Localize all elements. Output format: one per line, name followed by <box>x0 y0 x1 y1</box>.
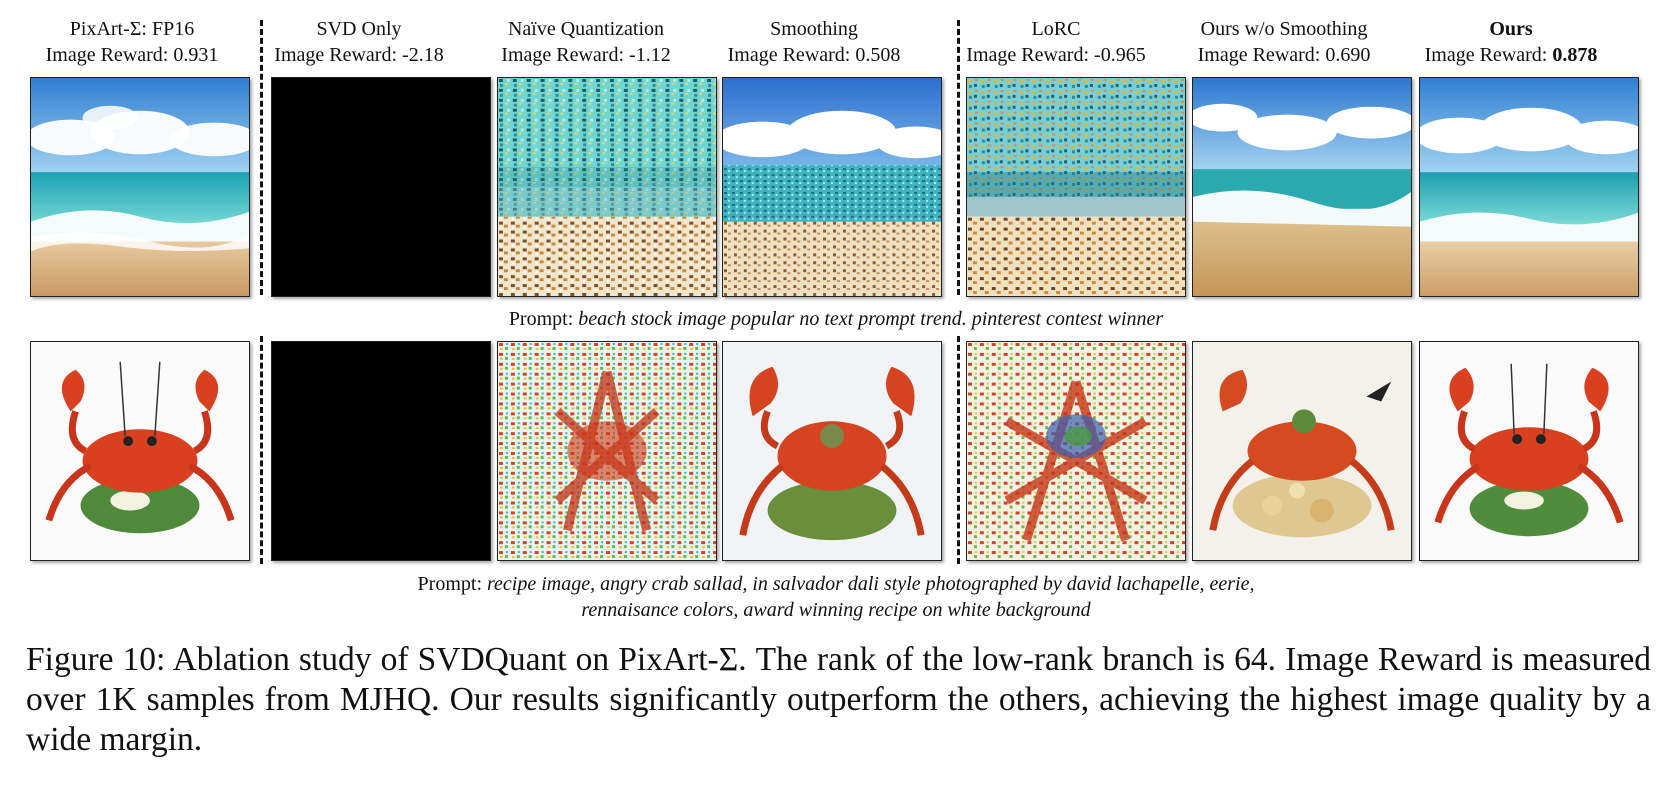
column-header-fp16: PixArt-Σ: FP16 Image Reward: 0.931 <box>21 16 243 68</box>
beach-image-lorc <box>966 77 1186 297</box>
crab-image-lorc <box>966 341 1186 561</box>
score-label: Image Reward: <box>1424 44 1553 66</box>
column-title: Naïve Quantization <box>507 18 665 40</box>
crab-prompt: Prompt: recipe image, angry crab sallad,… <box>200 571 1472 623</box>
beach-image-smoothing <box>722 77 942 297</box>
column-header-smoothing: Smoothing Image Reward: 0.508 <box>703 16 925 68</box>
score-value: -2.18 <box>402 44 444 66</box>
crab-image-smoothing <box>722 341 942 561</box>
beach-image-fp16 <box>30 77 250 297</box>
column-header-ours: Ours Image Reward: 0.878 <box>1400 16 1622 68</box>
column-header-lorc: LoRC Image Reward: -0.965 <box>945 16 1167 68</box>
crab-image-ours <box>1419 341 1639 561</box>
beach-image-svd-only <box>271 77 491 297</box>
prompt-text-line-1: recipe image, angry crab sallad, in salv… <box>487 573 1255 595</box>
score-value: -1.12 <box>629 44 671 66</box>
beach-image-ours <box>1419 77 1639 297</box>
figure-caption: Figure 10: Ablation study of SVDQuant on… <box>26 641 1651 758</box>
score-value: -0.965 <box>1094 44 1146 66</box>
score-label: Image Reward: <box>274 44 403 66</box>
beach-image-naive-quantization <box>497 77 717 297</box>
column-header-ours-wo-smoothing: Ours w/o Smoothing Image Reward: 0.690 <box>1173 16 1395 68</box>
column-title: Ours <box>1489 18 1533 40</box>
column-header-naive-quantization: Naïve Quantization Image Reward: -1.12 <box>475 16 697 68</box>
column-title: Smoothing <box>770 18 858 40</box>
score-value: 0.690 <box>1325 44 1371 66</box>
prompt-label: Prompt: <box>508 308 579 330</box>
score-value: 0.878 <box>1552 44 1598 66</box>
score-value: 0.508 <box>855 44 901 66</box>
column-title: PixArt-Σ: FP16 <box>69 18 195 40</box>
prompt-label: Prompt: <box>417 573 487 595</box>
score-value: 0.931 <box>173 44 219 66</box>
column-title: Ours w/o Smoothing <box>1200 18 1368 40</box>
beach-prompt: Prompt: beach stock image popular no tex… <box>200 306 1472 332</box>
dashed-separator <box>260 336 263 564</box>
crab-image-naive-quantization <box>497 341 717 561</box>
prompt-text: beach stock image popular no text prompt… <box>578 308 1164 330</box>
score-label: Image Reward: <box>1197 44 1326 66</box>
score-label: Image Reward: <box>966 44 1095 66</box>
score-label: Image Reward: <box>45 44 174 66</box>
dashed-separator <box>957 336 960 564</box>
crab-image-fp16 <box>30 341 250 561</box>
column-title: LoRC <box>1031 18 1081 40</box>
column-title: SVD Only <box>316 18 402 40</box>
column-header-svd-only: SVD Only Image Reward: -2.18 <box>248 16 470 68</box>
crab-image-svd-only <box>271 341 491 561</box>
crab-image-ours-wo-smoothing <box>1192 341 1412 561</box>
dashed-separator <box>260 20 263 295</box>
score-label: Image Reward: <box>501 44 630 66</box>
beach-image-ours-wo-smoothing <box>1192 77 1412 297</box>
score-label: Image Reward: <box>727 44 856 66</box>
dashed-separator <box>957 20 960 295</box>
prompt-text-line-2: rennaisance colors, award winning recipe… <box>581 599 1091 621</box>
